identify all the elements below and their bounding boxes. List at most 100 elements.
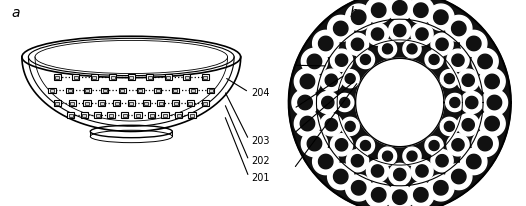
Bar [156, 90, 160, 92]
Polygon shape [461, 149, 487, 175]
Polygon shape [408, 182, 434, 206]
Polygon shape [450, 98, 460, 108]
Polygon shape [431, 34, 453, 56]
Bar [113, 101, 120, 106]
Polygon shape [378, 41, 397, 59]
Polygon shape [371, 165, 383, 177]
Bar [55, 102, 59, 105]
Polygon shape [462, 119, 474, 131]
Bar [174, 102, 178, 105]
Bar [187, 101, 194, 106]
Bar [135, 113, 141, 118]
Polygon shape [416, 165, 428, 177]
Polygon shape [428, 5, 454, 31]
Bar [146, 75, 153, 80]
Polygon shape [357, 51, 375, 69]
Bar [107, 113, 115, 118]
Polygon shape [378, 147, 397, 165]
Polygon shape [452, 22, 466, 36]
Bar [123, 114, 127, 117]
Bar [102, 88, 108, 94]
Polygon shape [325, 119, 338, 131]
Bar [85, 90, 89, 92]
Bar [54, 75, 61, 80]
Polygon shape [328, 16, 354, 42]
Polygon shape [472, 131, 498, 157]
Polygon shape [429, 55, 439, 65]
Polygon shape [407, 151, 417, 161]
Bar [189, 88, 197, 94]
Bar [188, 102, 193, 105]
Bar [143, 101, 149, 106]
Bar [68, 90, 72, 92]
Bar [161, 113, 168, 118]
Polygon shape [444, 122, 454, 132]
Text: 202: 202 [251, 156, 270, 166]
Polygon shape [345, 122, 355, 132]
Bar [157, 101, 165, 106]
Bar [96, 114, 99, 117]
Polygon shape [367, 160, 389, 182]
Polygon shape [431, 150, 453, 172]
Polygon shape [307, 137, 322, 151]
Bar [174, 90, 177, 92]
Polygon shape [301, 131, 328, 157]
Polygon shape [351, 39, 363, 51]
Polygon shape [356, 59, 444, 147]
Bar [136, 114, 140, 117]
Polygon shape [301, 49, 328, 75]
Bar [93, 76, 96, 79]
Polygon shape [440, 118, 459, 136]
Polygon shape [387, 184, 413, 206]
Polygon shape [447, 50, 469, 72]
Polygon shape [467, 37, 481, 52]
Polygon shape [403, 147, 421, 165]
Polygon shape [481, 90, 508, 116]
Bar [111, 76, 115, 79]
Bar [201, 101, 209, 106]
Polygon shape [351, 155, 363, 167]
Polygon shape [366, 0, 392, 24]
Bar [109, 75, 116, 80]
Bar [149, 114, 154, 117]
Bar [128, 101, 135, 106]
Polygon shape [312, 31, 339, 57]
Polygon shape [392, 190, 407, 204]
Bar [66, 88, 73, 94]
Polygon shape [411, 24, 433, 46]
Polygon shape [317, 92, 339, 114]
Polygon shape [389, 164, 411, 186]
Polygon shape [371, 29, 383, 41]
Polygon shape [322, 97, 334, 109]
Polygon shape [371, 188, 386, 202]
Bar [82, 114, 86, 117]
Polygon shape [336, 139, 348, 151]
Polygon shape [360, 55, 370, 65]
Bar [190, 114, 194, 117]
Polygon shape [479, 69, 505, 95]
Polygon shape [351, 181, 366, 195]
Polygon shape [446, 164, 472, 190]
Bar [109, 114, 113, 117]
Polygon shape [428, 175, 454, 201]
Bar [74, 76, 78, 79]
Polygon shape [408, 0, 434, 24]
Polygon shape [307, 55, 322, 69]
Bar [129, 102, 133, 105]
Bar [85, 102, 89, 105]
Polygon shape [393, 169, 406, 181]
Polygon shape [295, 69, 320, 95]
Polygon shape [330, 50, 352, 72]
Polygon shape [371, 4, 386, 18]
Bar [159, 102, 163, 105]
Polygon shape [347, 34, 369, 56]
Polygon shape [360, 141, 370, 151]
Bar [91, 75, 98, 80]
Polygon shape [292, 90, 318, 116]
Polygon shape [461, 92, 483, 114]
Bar [128, 75, 135, 80]
Bar [84, 101, 90, 106]
Polygon shape [319, 154, 333, 169]
Bar [201, 75, 209, 80]
Polygon shape [457, 70, 479, 92]
